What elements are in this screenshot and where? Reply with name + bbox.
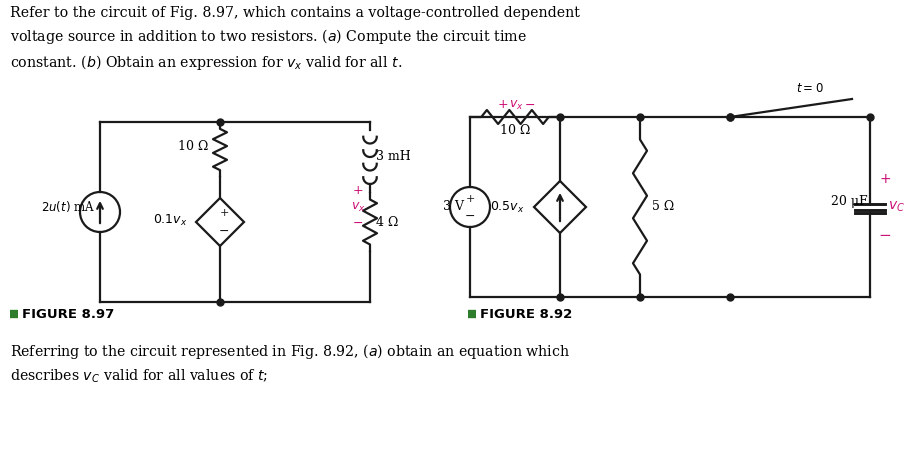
Text: Refer to the circuit of Fig. 8.97, which contains a voltage-controlled dependent: Refer to the circuit of Fig. 8.97, which… <box>10 6 580 72</box>
Text: Referring to the circuit represented in Fig. 8.92, ($a$) obtain an equation whic: Referring to the circuit represented in … <box>10 342 570 385</box>
Text: $2u(t)$ mA: $2u(t)$ mA <box>40 200 95 214</box>
Text: $v_C$: $v_C$ <box>888 200 905 214</box>
Text: +: + <box>219 208 229 218</box>
Text: $v_x$: $v_x$ <box>509 98 523 111</box>
Text: −: − <box>525 98 535 111</box>
Text: −: − <box>465 209 476 223</box>
Text: $0.1v_x$: $0.1v_x$ <box>153 213 188 228</box>
Text: $0.5v_x$: $0.5v_x$ <box>490 200 525 214</box>
Text: −: − <box>218 225 230 237</box>
Text: +: + <box>879 172 890 186</box>
Text: FIGURE 8.97: FIGURE 8.97 <box>22 308 114 321</box>
Text: FIGURE 8.92: FIGURE 8.92 <box>480 308 572 321</box>
Text: +: + <box>498 98 509 111</box>
Text: 10 Ω: 10 Ω <box>177 140 208 153</box>
Text: +: + <box>353 184 364 197</box>
Text: 5 Ω: 5 Ω <box>652 201 674 213</box>
Text: 3 V: 3 V <box>443 201 464 213</box>
Text: $v_x$: $v_x$ <box>351 201 365 213</box>
Text: −: − <box>879 227 891 243</box>
Text: +: + <box>465 194 475 204</box>
Text: $t = 0$: $t = 0$ <box>796 82 823 95</box>
Text: 10 Ω: 10 Ω <box>499 123 531 136</box>
Text: 4 Ω: 4 Ω <box>376 215 398 229</box>
Text: 20 μF: 20 μF <box>832 195 868 208</box>
Text: −: − <box>353 217 364 230</box>
Text: 3 mH: 3 mH <box>376 151 410 164</box>
